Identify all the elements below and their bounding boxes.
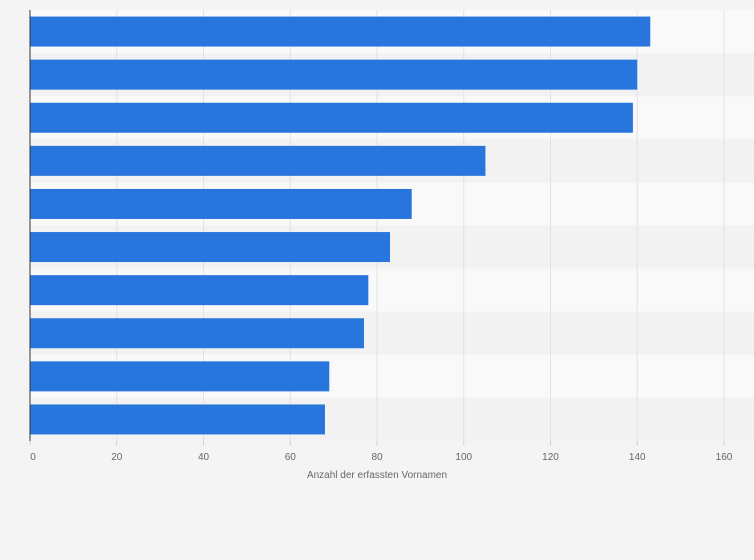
- bar: [30, 16, 651, 47]
- bar: [30, 102, 633, 133]
- x-tick-label: 0: [30, 452, 36, 463]
- x-tick-label: 100: [455, 452, 472, 463]
- bars: [30, 16, 651, 435]
- bar: [30, 404, 325, 435]
- bar: [30, 275, 369, 306]
- x-tick-label: 120: [542, 452, 559, 463]
- x-tick-label: 20: [111, 452, 123, 463]
- bar: [30, 59, 638, 90]
- x-tick-label: 160: [716, 452, 733, 463]
- x-tick-label: 40: [198, 452, 210, 463]
- bar: [30, 188, 412, 219]
- x-axis-label: Anzahl der erfassten Vornamen: [307, 470, 447, 481]
- x-tick-label: 80: [371, 452, 383, 463]
- bar: [30, 145, 486, 176]
- bar: [30, 318, 364, 349]
- x-tick-label: 140: [629, 452, 646, 463]
- bar: [30, 232, 391, 263]
- bar: [30, 361, 330, 392]
- x-tick-label: 60: [285, 452, 297, 463]
- x-axis-ticks: 0 20 40 60 80 100 120 140 160: [30, 452, 733, 463]
